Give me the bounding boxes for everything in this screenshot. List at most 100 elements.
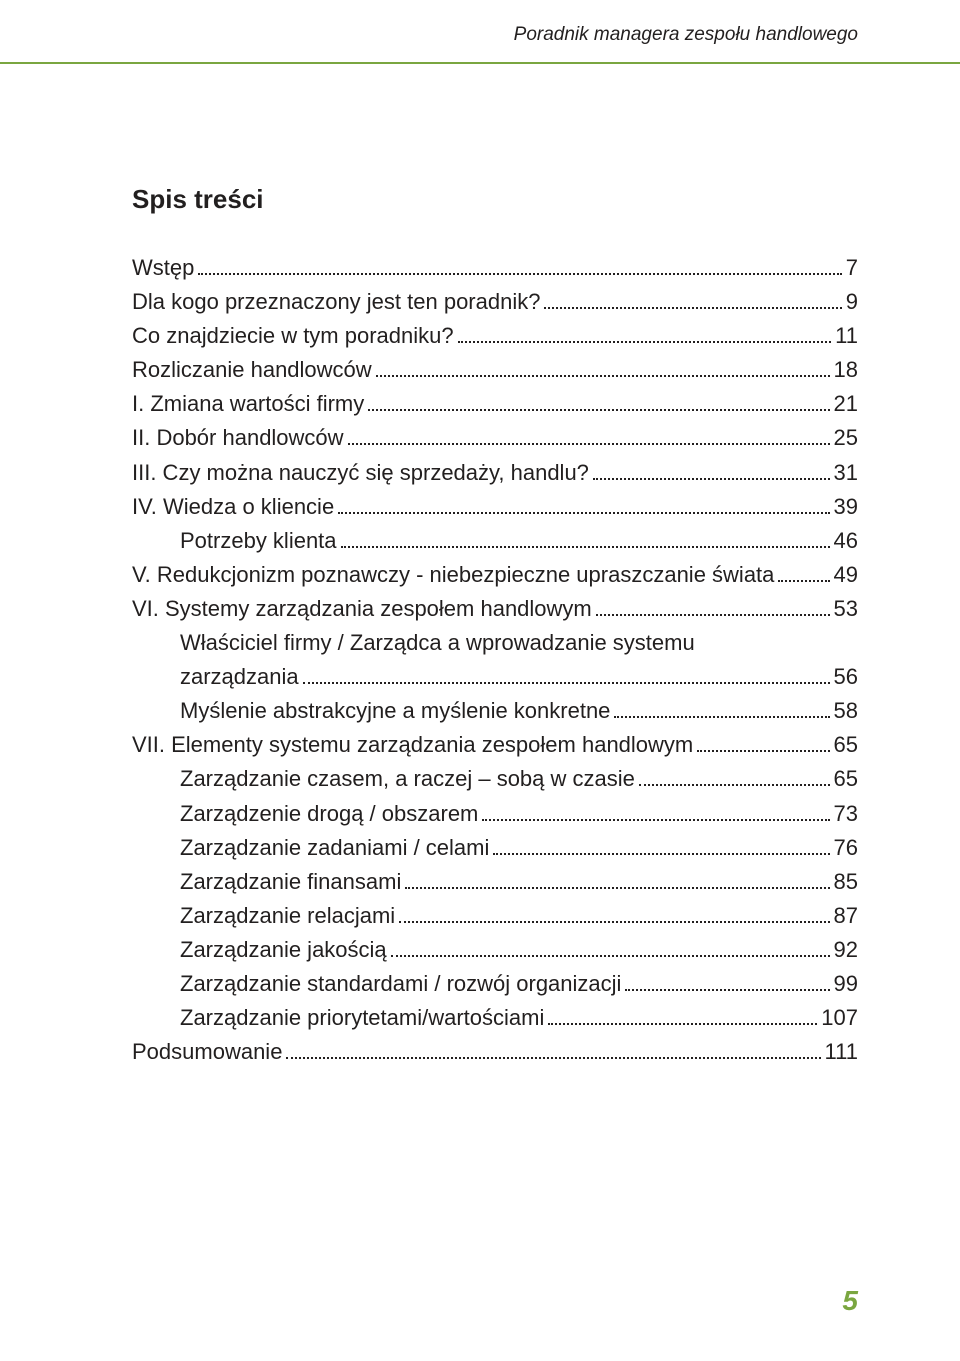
toc-entry-label: V. Redukcjonizm poznawczy - niebezpieczn… — [132, 558, 774, 592]
toc-entry-label: Podsumowanie — [132, 1035, 282, 1069]
toc-entry-page: 56 — [834, 660, 858, 694]
toc-entry-label: IV. Wiedza o kliencie — [132, 490, 334, 524]
toc-entry: Co znajdziecie w tym poradniku? 11 — [132, 319, 858, 353]
toc-entry: VI. Systemy zarządzania zespołem handlow… — [132, 592, 858, 626]
toc-entry-label: VII. Elementy systemu zarządzania zespoł… — [132, 728, 693, 762]
toc-entry-label: II. Dobór handlowców — [132, 421, 344, 455]
toc-dots — [376, 375, 830, 377]
toc-dots — [639, 784, 830, 786]
toc-entry-page: 25 — [834, 421, 858, 455]
toc-entry-page: 18 — [834, 353, 858, 387]
toc-list: Wstęp7Dla kogo przeznaczony jest ten por… — [132, 251, 858, 1069]
toc-entry: Zarządzanie finansami 85 — [132, 865, 858, 899]
toc-dots — [338, 512, 829, 514]
toc-entry-page: 99 — [834, 967, 858, 1001]
toc-dots — [286, 1057, 820, 1059]
toc-entry-page: 21 — [834, 387, 858, 421]
toc-entry-page: 58 — [834, 694, 858, 728]
toc-entry: Myślenie abstrakcyjne a myślenie konkret… — [132, 694, 858, 728]
toc-dots — [391, 955, 830, 957]
toc-dots — [341, 546, 830, 548]
toc-entry-label: Rozliczanie handlowców — [132, 353, 372, 387]
toc-entry-label: Dla kogo przeznaczony jest ten poradnik? — [132, 285, 540, 319]
toc-entry-page: 46 — [834, 524, 858, 558]
toc-entry-page: 31 — [834, 456, 858, 490]
toc-entry-page: 111 — [825, 1035, 858, 1069]
toc-entry-label: Zarządzanie priorytetami/wartościami — [180, 1001, 544, 1035]
toc-entry-label: VI. Systemy zarządzania zespołem handlow… — [132, 592, 592, 626]
toc-entry: Zarządzanie relacjami 87 — [132, 899, 858, 933]
toc-entry-label: III. Czy można nauczyć się sprzedaży, ha… — [132, 456, 589, 490]
toc-entry-label: Wstęp — [132, 251, 194, 285]
toc-dots — [405, 887, 829, 889]
toc-entry: Zarządzenie drogą / obszarem 73 — [132, 797, 858, 831]
toc-entry: Zarządzanie czasem, a raczej – sobą w cz… — [132, 762, 858, 796]
toc-entry-page: 53 — [834, 592, 858, 626]
toc-dots — [778, 580, 829, 582]
toc-entry-label: Potrzeby klienta — [180, 524, 337, 558]
toc-entry: Zarządzanie standardami / rozwój organiz… — [132, 967, 858, 1001]
page-header: Poradnik managera zespołu handlowego — [0, 0, 960, 64]
toc-entry-label: Zarządzanie finansami — [180, 865, 401, 899]
toc-entry: VII. Elementy systemu zarządzania zespoł… — [132, 728, 858, 762]
toc-entry-label: Zarządzanie relacjami — [180, 899, 395, 933]
toc-entry: Zarządzanie priorytetami/wartościami 107 — [132, 1001, 858, 1035]
toc-entry-page: 92 — [834, 933, 858, 967]
toc-dots — [303, 682, 830, 684]
toc-entry-label: I. Zmiana wartości firmy — [132, 387, 364, 421]
toc-entry-page: 9 — [846, 285, 858, 319]
toc-entry-label: Właściciel firmy / Zarządca a wprowadzan… — [180, 626, 695, 660]
toc-entry-label: zarządzania — [180, 660, 299, 694]
toc-entry-page: 65 — [834, 728, 858, 762]
toc-dots — [625, 989, 829, 991]
toc-entry-label: Zarządzanie zadaniami / celami — [180, 831, 489, 865]
toc-entry-label: Myślenie abstrakcyjne a myślenie konkret… — [180, 694, 610, 728]
toc-entry-page: 85 — [834, 865, 858, 899]
toc-entry-page: 73 — [834, 797, 858, 831]
toc-entry: zarządzania 56 — [132, 660, 858, 694]
toc-entry-page: 39 — [834, 490, 858, 524]
toc-entry-page: 49 — [834, 558, 858, 592]
toc-entry: Zarządzanie jakością 92 — [132, 933, 858, 967]
toc-dots — [544, 307, 841, 309]
toc-entry-page: 87 — [834, 899, 858, 933]
toc-entry-label: Zarządzanie jakością — [180, 933, 387, 967]
toc-dots — [482, 819, 829, 821]
toc-dots — [368, 409, 829, 411]
toc-entry-label: Co znajdziecie w tym poradniku? — [132, 319, 454, 353]
toc-entry: V. Redukcjonizm poznawczy - niebezpieczn… — [132, 558, 858, 592]
toc-dots — [493, 853, 829, 855]
toc-entry-page: 107 — [821, 1001, 858, 1035]
toc-entry: II. Dobór handlowców 25 — [132, 421, 858, 455]
toc-entry: Podsumowanie 111 — [132, 1035, 858, 1069]
page-content: Spis treści Wstęp7Dla kogo przeznaczony … — [0, 64, 960, 1069]
toc-entry: Dla kogo przeznaczony jest ten poradnik?… — [132, 285, 858, 319]
toc-entry: Zarządzanie zadaniami / celami 76 — [132, 831, 858, 865]
toc-dots — [458, 341, 832, 343]
toc-dots — [596, 614, 830, 616]
toc-dots — [348, 443, 830, 445]
toc-entry: III. Czy można nauczyć się sprzedaży, ha… — [132, 456, 858, 490]
toc-title: Spis treści — [132, 184, 858, 215]
toc-entry-page: 7 — [846, 251, 858, 285]
toc-dots — [697, 750, 829, 752]
toc-dots — [593, 478, 830, 480]
toc-entry-label: Zarządzanie czasem, a raczej – sobą w cz… — [180, 762, 635, 796]
toc-entry-label: Zarządzanie standardami / rozwój organiz… — [180, 967, 621, 1001]
toc-entry: Wstęp 7 — [132, 251, 858, 285]
toc-dots — [399, 921, 829, 923]
toc-entry-page: 65 — [834, 762, 858, 796]
toc-dots — [614, 716, 829, 718]
toc-entry: Właściciel firmy / Zarządca a wprowadzan… — [132, 626, 858, 660]
toc-dots — [548, 1023, 817, 1025]
toc-entry: IV. Wiedza o kliencie 39 — [132, 490, 858, 524]
toc-entry: I. Zmiana wartości firmy 21 — [132, 387, 858, 421]
toc-entry-page: 11 — [835, 319, 858, 353]
header-title: Poradnik managera zespołu handlowego — [514, 24, 858, 46]
toc-entry-label: Zarządzenie drogą / obszarem — [180, 797, 478, 831]
toc-entry: Rozliczanie handlowców 18 — [132, 353, 858, 387]
toc-entry-page: 76 — [834, 831, 858, 865]
page-number: 5 — [842, 1285, 858, 1317]
toc-dots — [198, 273, 841, 275]
toc-entry: Potrzeby klienta 46 — [132, 524, 858, 558]
